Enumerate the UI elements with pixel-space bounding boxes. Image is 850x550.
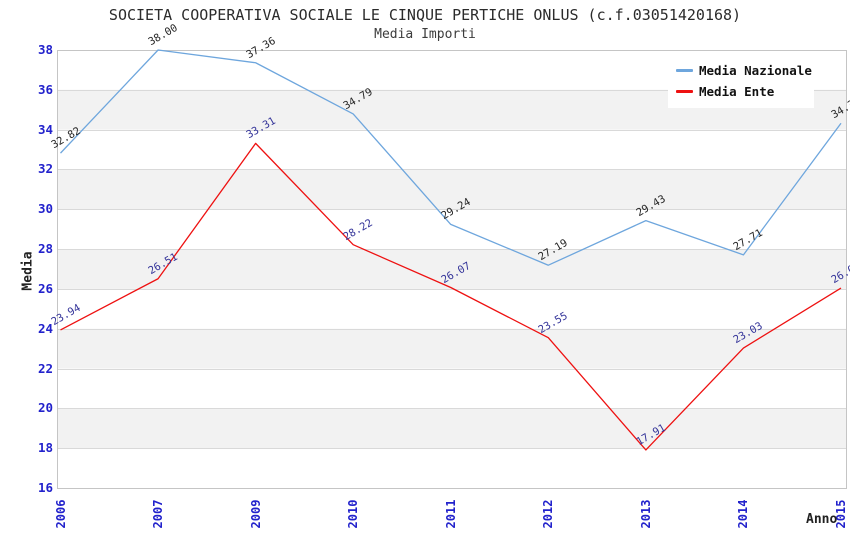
x-tick-label: 2014 <box>736 499 751 529</box>
y-tick-label: 26 <box>37 280 53 296</box>
y-tick-label: 24 <box>37 320 53 336</box>
y-tick-label: 20 <box>37 400 53 416</box>
series-line-nazionale <box>60 49 842 266</box>
x-tick-label: 2006 <box>53 499 68 529</box>
x-tick-label: 2009 <box>248 499 263 529</box>
chart-subtitle: Media Importi <box>374 27 476 42</box>
legend-item-media-nazionale: Media Nazionale <box>676 60 814 81</box>
chart-title: SOCIETA COOPERATIVA SOCIALE LE CINQUE PE… <box>108 6 742 24</box>
y-tick-label: 32 <box>37 161 53 177</box>
grid-band <box>57 328 847 369</box>
y-tick-label: 18 <box>37 440 53 456</box>
series-line-ente <box>60 142 842 451</box>
line-swatch-icon <box>676 90 693 93</box>
grid-band <box>57 249 847 289</box>
legend-label: Media Nazionale <box>699 63 812 78</box>
y-tick-label: 22 <box>37 360 53 376</box>
legend-item-media-ente: Media Ente <box>676 81 814 102</box>
y-tick-label: 34 <box>37 121 53 137</box>
y-tick-label: 16 <box>37 480 53 495</box>
legend-label: Media Ente <box>699 84 775 99</box>
y-tick-label: 38 <box>37 42 53 57</box>
x-tick-label: 2011 <box>443 499 458 529</box>
y-tick-label: 36 <box>37 81 53 97</box>
line-swatch-icon <box>676 69 693 72</box>
x-tick-label: 2012 <box>541 499 556 529</box>
grid-band <box>57 408 847 449</box>
x-axis-title: Anno <box>806 512 838 527</box>
plot-border <box>57 50 847 489</box>
x-tick-label: 2013 <box>638 499 653 529</box>
grid-band <box>57 169 847 210</box>
y-tick-label: 30 <box>37 201 53 217</box>
y-axis-title: Media <box>20 251 36 291</box>
y-tick-label: 28 <box>37 241 53 257</box>
legend-box: Media Nazionale Media Ente <box>668 54 814 108</box>
x-tick-label: 2010 <box>346 499 361 529</box>
x-tick-label: 2007 <box>151 499 166 529</box>
